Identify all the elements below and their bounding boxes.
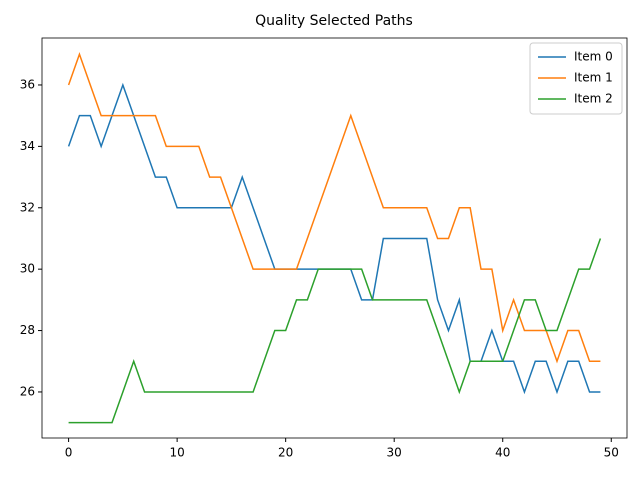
series-line [67, 82, 601, 395]
x-tick-label: 20 [278, 446, 293, 460]
y-tick-label: 26 [20, 384, 35, 398]
series-line [67, 52, 601, 364]
chart-title: Quality Selected Paths [255, 13, 413, 29]
legend-label: Item 0 [574, 50, 613, 64]
legend-label: Item 1 [574, 71, 613, 85]
series-line [68, 238, 602, 424]
y-tick-label: 34 [20, 139, 35, 153]
x-tick-label: 0 [65, 446, 73, 460]
x-tick-label: 50 [604, 446, 619, 460]
y-tick-label: 32 [20, 200, 35, 214]
x-tick-label: 10 [169, 446, 184, 460]
x-tick-label: 30 [387, 446, 402, 460]
y-tick-label: 30 [20, 262, 35, 276]
legend-box [529, 42, 623, 115]
y-tick-label: 36 [20, 77, 35, 91]
plot-frame [41, 37, 628, 439]
x-tick-label: 40 [495, 446, 510, 460]
legend-label: Item 2 [574, 92, 613, 106]
y-tick-label: 28 [20, 323, 35, 337]
